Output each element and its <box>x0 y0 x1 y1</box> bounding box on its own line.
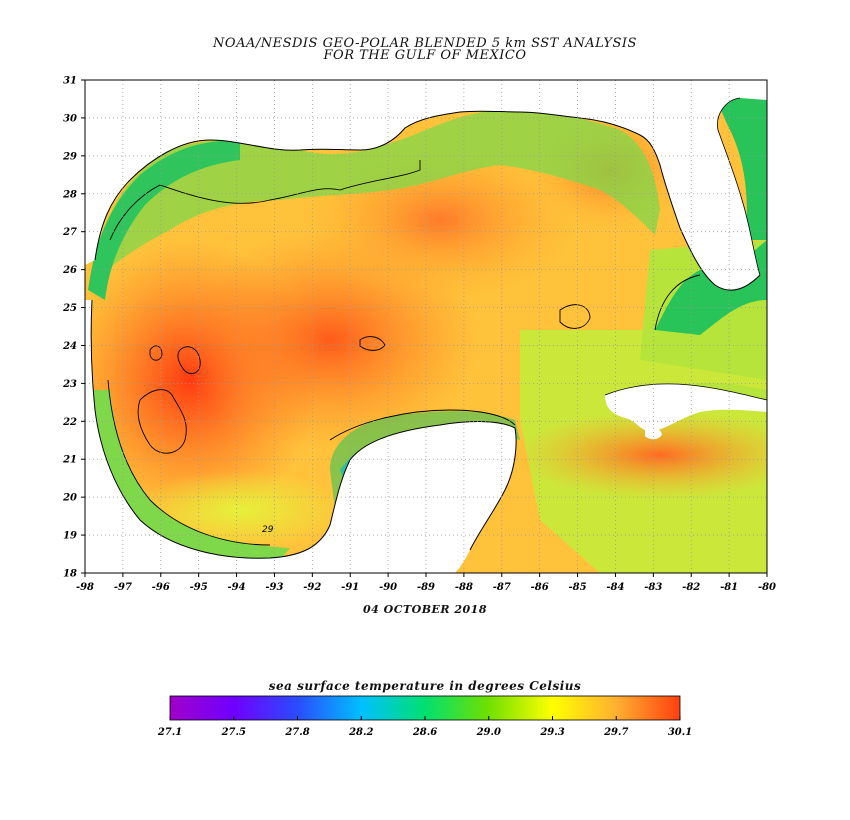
x-tick-label: -97 <box>114 582 132 593</box>
x-tick-label: -94 <box>228 582 246 593</box>
y-tick-label: 24 <box>62 341 77 352</box>
map-title-line-2: FOR THE GULF OF MEXICO <box>323 48 527 63</box>
x-tick-label: -95 <box>190 582 208 593</box>
colorbar-tick-label: 27.5 <box>221 727 246 738</box>
x-tick-label: -85 <box>569 582 587 593</box>
mexico-coast-green <box>90 390 290 561</box>
colorbar-ticks: 27.1 27.5 27.8 28.2 28.6 29.0 29.3 29.7 30.1 <box>157 716 692 738</box>
florida-east-green <box>715 80 767 240</box>
x-tick-label: -88 <box>455 582 473 593</box>
y-tick-label: 26 <box>62 265 77 276</box>
y-tick-label: 23 <box>62 379 77 390</box>
contour-29-shelf <box>109 160 421 241</box>
coastline-usa <box>94 110 761 291</box>
contour-29-warm-core-3 <box>177 346 201 374</box>
coastline-cuba <box>604 383 767 401</box>
colorbar-tick-label: 29.7 <box>603 727 628 738</box>
colorbar-tick-label: 27.8 <box>284 727 309 738</box>
colorbar-tick-label: 27.1 <box>157 727 182 738</box>
colorbar-tick-label: 28.2 <box>348 727 373 738</box>
y-tick-label: 27 <box>62 227 77 238</box>
x-tick-label: -98 <box>76 582 94 593</box>
y-tick-label: 30 <box>63 113 77 124</box>
x-tick-label: -96 <box>152 582 170 593</box>
x-tick-label: -84 <box>606 582 624 593</box>
contour-label: 29 <box>262 525 274 535</box>
land-isle-of-youth <box>645 427 662 440</box>
contour-29-warm-core-4 <box>359 336 386 351</box>
x-tick-label: -86 <box>531 582 549 593</box>
x-tick-label: -82 <box>682 582 700 593</box>
y-tick-label: 28 <box>62 189 77 200</box>
map-date: 04 OCTOBER 2018 <box>362 603 487 616</box>
x-tick-label: -91 <box>341 582 359 593</box>
x-tick-label: -87 <box>493 582 511 593</box>
contour-29-campeche <box>329 409 516 441</box>
y-tick-label: 20 <box>62 493 77 504</box>
map-ticks: -98 -97 -96 -95 -94 -93 -92 -91 -90 -89 -88 -87 -86 -… <box>62 76 776 594</box>
colorbar-tick-label: 28.6 <box>412 727 437 738</box>
land-cuba <box>605 383 767 432</box>
y-tick-label: 31 <box>63 76 77 87</box>
warm-pool-caribbean <box>510 410 767 500</box>
colorbar-gradient <box>169 695 681 721</box>
map-title-line-1: NOAA/NESDIS GEO-POLAR BLENDED 5 km SST A… <box>213 36 637 51</box>
contour-29-mexico <box>107 379 271 546</box>
x-tick-label: -81 <box>720 582 738 593</box>
coastline-mexico <box>90 299 517 559</box>
y-tick-label: 19 <box>63 531 77 542</box>
y-tick-label: 25 <box>62 303 77 314</box>
contour-29-warm-core-2 <box>149 345 163 361</box>
y-tick-label: 22 <box>62 417 77 428</box>
colorbar-tick-label: 29.3 <box>539 727 564 738</box>
x-tick-label: -83 <box>644 582 662 593</box>
sst-map: -98 -97 -96 -95 -94 -93 -92 -91 -90 -89 -88 -87 -86 -… <box>62 76 776 594</box>
x-tick-label: -90 <box>379 582 397 593</box>
texas-coast-green <box>88 140 240 300</box>
colorbar-tick-label: 29.0 <box>476 727 501 738</box>
x-tick-label: -89 <box>417 582 435 593</box>
colorbar-tick-label: 30.1 <box>668 727 692 738</box>
x-tick-label: -93 <box>265 582 283 593</box>
x-tick-label: -80 <box>758 582 776 593</box>
contour-29-warm-core-1 <box>137 389 187 454</box>
y-tick-label: 29 <box>62 151 77 162</box>
land-usa <box>85 80 767 291</box>
y-tick-label: 21 <box>62 455 77 466</box>
land-mexico <box>85 300 517 573</box>
y-tick-label: 18 <box>63 569 77 580</box>
colorbar-title: sea surface temperature in degrees Celsi… <box>268 679 582 693</box>
contour-29-florida <box>654 274 701 331</box>
map-grid <box>85 80 767 573</box>
contour-29-loop <box>559 304 591 329</box>
x-tick-label: -92 <box>303 582 321 593</box>
coastline-florida-east <box>717 97 761 276</box>
